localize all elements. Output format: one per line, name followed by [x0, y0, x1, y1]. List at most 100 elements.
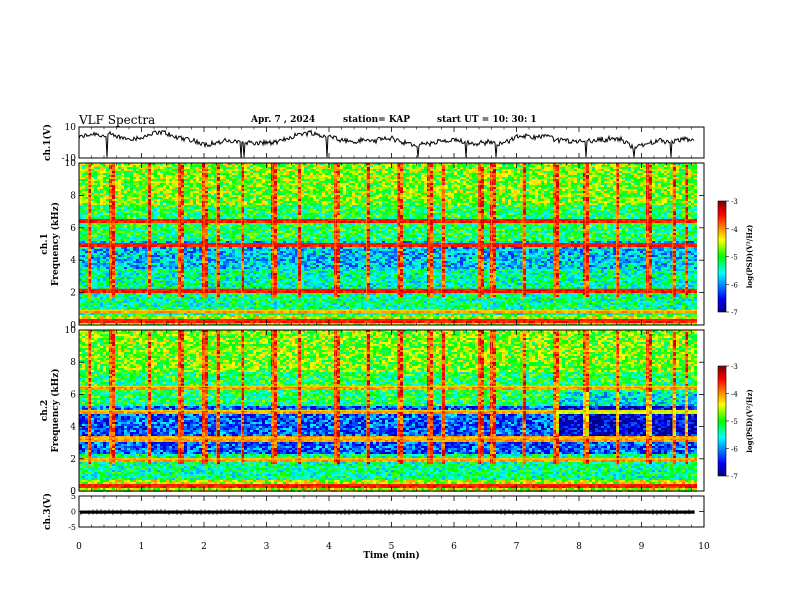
spectrogram-cell: [475, 189, 478, 191]
spectrogram-cell: [304, 181, 307, 183]
spectrogram-cell: [100, 195, 103, 197]
spectrogram-cell: [256, 191, 259, 193]
spectrogram-cell: [613, 173, 616, 175]
spectrogram-cell: [469, 181, 472, 183]
spectrogram-cell: [115, 171, 118, 173]
spectrogram-cell: [511, 183, 514, 185]
spectrogram-cell: [535, 169, 538, 171]
spectrogram-cell: [610, 165, 613, 167]
spectrogram-cell: [211, 165, 214, 167]
spectrogram-cell: [481, 173, 484, 175]
spectrogram-cell: [187, 167, 190, 169]
spectrogram-cell: [466, 183, 469, 185]
spectrogram-cell: [139, 183, 142, 185]
spectrogram-cell: [559, 191, 562, 193]
spectrogram-cell: [529, 179, 532, 181]
spectrogram-cell: [532, 193, 535, 195]
spectrogram-cell: [541, 169, 544, 171]
spectrogram-cell: [505, 169, 508, 171]
spectrogram-cell: [223, 175, 226, 177]
spectrogram-cell: [679, 179, 682, 181]
spectrogram-cell: [133, 173, 136, 175]
spectrogram-cell: [358, 187, 361, 189]
spectrogram-cell: [523, 183, 526, 185]
spectrogram-cell: [325, 193, 328, 195]
spectrogram-cell: [652, 181, 655, 183]
spectrogram-cell: [163, 191, 166, 193]
spectrogram-cell: [157, 195, 160, 197]
spectrogram-cell: [232, 167, 235, 169]
spectrogram-cell: [568, 191, 571, 193]
spectrogram-cell: [322, 171, 325, 173]
spectrogram-cell: [298, 173, 301, 175]
spectrogram-cell: [235, 185, 238, 187]
spectrogram-cell: [427, 173, 430, 175]
spectrogram-cell: [121, 187, 124, 189]
spectrogram-cell: [157, 165, 160, 167]
spectrogram-cell: [91, 183, 94, 185]
spectrogram-cell: [502, 181, 505, 183]
spectrogram-cell: [280, 181, 283, 183]
spectrogram-cell: [505, 171, 508, 173]
spectrogram-cell: [166, 177, 169, 179]
spectrogram-cell: [451, 193, 454, 195]
spectrogram-cell: [274, 185, 277, 187]
spectrogram-cell: [160, 173, 163, 175]
spectrogram-cell: [481, 191, 484, 193]
spectrogram-cell: [601, 165, 604, 167]
spectrogram-cell: [244, 189, 247, 191]
spectrogram-cell: [337, 191, 340, 193]
spectrogram-cell: [115, 173, 118, 175]
spectrogram-cell: [199, 167, 202, 169]
spectrogram-cell: [550, 177, 553, 179]
spectrogram-cell: [187, 177, 190, 179]
spectrogram-cell: [376, 173, 379, 175]
spectrogram-cell: [373, 187, 376, 189]
spectrogram-cell: [610, 171, 613, 173]
spectrogram-cell: [280, 187, 283, 189]
spectrogram-cell: [304, 167, 307, 169]
spectrogram-cell: [499, 169, 502, 171]
spectrogram-cell: [208, 173, 211, 175]
spectrogram-cell: [556, 175, 559, 177]
spectrogram-cell: [187, 165, 190, 167]
spectrogram-cell: [649, 171, 652, 173]
spectrogram-cell: [679, 181, 682, 183]
spectrogram-cell: [226, 169, 229, 171]
spectrogram-cell: [598, 167, 601, 169]
spectrogram-cell: [688, 169, 691, 171]
spectrogram-cell: [448, 193, 451, 195]
spectrogram-cell: [130, 169, 133, 171]
spectrogram-cell: [328, 183, 331, 185]
spectrogram-cell: [487, 181, 490, 183]
spectrogram-cell: [388, 187, 391, 189]
spectrogram-cell: [382, 165, 385, 167]
spectrogram-cell: [496, 169, 499, 171]
spectrogram-cell: [127, 191, 130, 193]
spectrogram-cell: [568, 169, 571, 171]
spectrogram-cell: [427, 167, 430, 169]
spectrogram-cell: [502, 179, 505, 181]
spectrogram-cell: [658, 165, 661, 167]
spectrogram-cell: [283, 175, 286, 177]
spectrogram-cell: [595, 181, 598, 183]
spectrogram-cell: [205, 175, 208, 177]
spectrogram-cell: [535, 185, 538, 187]
spectrogram-cell: [298, 185, 301, 187]
spectrogram-cell: [589, 181, 592, 183]
spectrogram-cell: [574, 193, 577, 195]
spectrogram-cell: [607, 175, 610, 177]
spectrogram-cell: [184, 165, 187, 167]
spectrogram-cell: [250, 173, 253, 175]
spectrogram-cell: [436, 189, 439, 191]
spectrogram-cell: [226, 189, 229, 191]
spectrogram-cell: [451, 175, 454, 177]
spectrogram-cell: [130, 189, 133, 191]
spectrogram-cell: [433, 191, 436, 193]
spectrogram-cell: [427, 185, 430, 187]
spectrogram-cell: [475, 191, 478, 193]
spectrogram-cell: [493, 177, 496, 179]
spectrogram-cell: [304, 183, 307, 185]
spectrogram-cell: [550, 173, 553, 175]
spectrogram-cell: [100, 173, 103, 175]
